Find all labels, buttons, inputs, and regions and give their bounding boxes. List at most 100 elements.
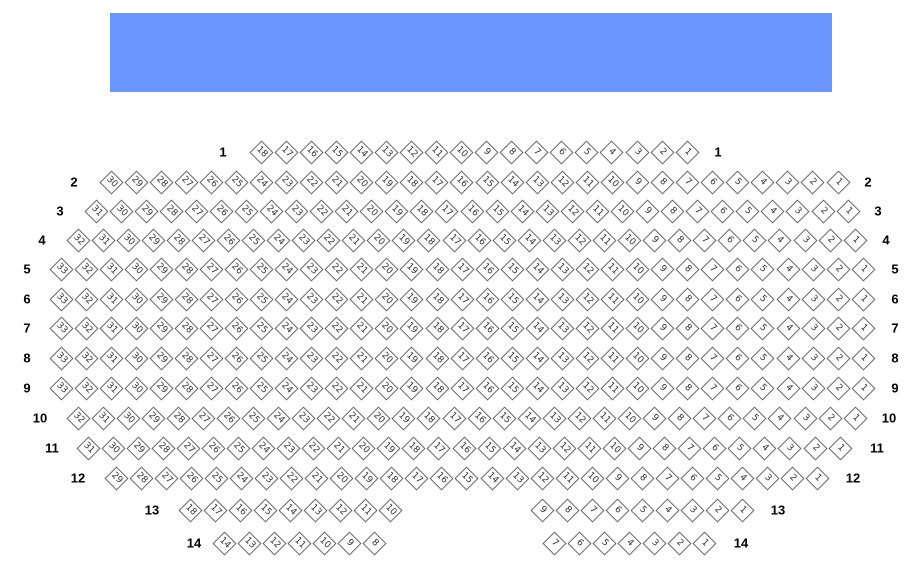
seat[interactable]: 14 <box>510 198 535 224</box>
seat[interactable]: 25 <box>249 345 274 371</box>
seat[interactable]: 28 <box>129 465 154 491</box>
seat[interactable]: 7 <box>655 465 680 491</box>
seat[interactable]: 29 <box>149 256 174 282</box>
seat[interactable]: 14 <box>517 405 542 431</box>
seat[interactable]: 20 <box>359 198 384 224</box>
seat[interactable]: 9 <box>605 465 630 491</box>
seat[interactable]: 21 <box>349 256 374 282</box>
seat[interactable]: 18 <box>248 139 274 165</box>
seat[interactable]: 11 <box>353 497 378 523</box>
seat[interactable]: 24 <box>274 345 299 371</box>
seat[interactable]: 23 <box>291 405 316 431</box>
seat[interactable]: 3 <box>792 227 818 253</box>
seat[interactable]: 3 <box>642 530 667 556</box>
seat[interactable]: 32 <box>65 227 91 253</box>
seat[interactable]: 29 <box>141 405 166 431</box>
seat[interactable]: 6 <box>717 227 742 253</box>
seat[interactable]: 28 <box>174 315 199 341</box>
seat[interactable]: 21 <box>349 345 374 371</box>
seat[interactable]: 2 <box>800 169 825 195</box>
seat[interactable]: 29 <box>149 375 174 401</box>
seat[interactable]: 19 <box>354 465 379 491</box>
seat[interactable]: 1 <box>851 256 876 282</box>
seat[interactable]: 33 <box>48 256 74 282</box>
seat[interactable]: 17 <box>450 256 475 282</box>
seat[interactable]: 28 <box>166 405 191 431</box>
seat[interactable]: 22 <box>301 435 326 461</box>
seat[interactable]: 11 <box>600 345 625 371</box>
seat[interactable]: 28 <box>174 345 199 371</box>
seat[interactable]: 21 <box>326 435 351 461</box>
seat[interactable]: 16 <box>475 286 500 312</box>
seat[interactable]: 29 <box>141 227 166 253</box>
seat[interactable]: 1 <box>805 465 830 491</box>
seat[interactable]: 4 <box>767 227 792 253</box>
seat[interactable]: 18 <box>416 227 441 253</box>
seat[interactable]: 23 <box>299 286 324 312</box>
seat[interactable]: 19 <box>391 405 416 431</box>
seat[interactable]: 1 <box>843 405 868 431</box>
seat[interactable]: 13 <box>550 315 575 341</box>
seat[interactable]: 19 <box>399 315 424 341</box>
seat[interactable]: 9 <box>650 375 675 401</box>
seat[interactable]: 29 <box>149 315 174 341</box>
seat[interactable]: 3 <box>755 465 780 491</box>
seat[interactable]: 6 <box>702 435 727 461</box>
seat[interactable]: 7 <box>700 256 725 282</box>
seat[interactable]: 30 <box>124 315 149 341</box>
seat[interactable]: 15 <box>485 198 510 224</box>
seat[interactable]: 12 <box>530 465 555 491</box>
seat[interactable]: 14 <box>502 435 527 461</box>
seat[interactable]: 9 <box>650 345 675 371</box>
seat[interactable]: 25 <box>234 198 259 224</box>
seat[interactable]: 17 <box>274 139 299 165</box>
seat[interactable]: 8 <box>630 465 655 491</box>
seat[interactable]: 13 <box>525 169 550 195</box>
seat[interactable]: 11 <box>592 405 617 431</box>
seat[interactable]: 24 <box>274 256 299 282</box>
seat[interactable]: 31 <box>99 345 124 371</box>
seat[interactable]: 16 <box>475 375 500 401</box>
seat[interactable]: 16 <box>475 345 500 371</box>
seat[interactable]: 31 <box>91 227 116 253</box>
seat[interactable]: 22 <box>324 345 349 371</box>
seat[interactable]: 10 <box>617 227 642 253</box>
seat[interactable]: 21 <box>304 465 329 491</box>
seat[interactable]: 5 <box>742 405 767 431</box>
seat[interactable]: 3 <box>801 375 826 401</box>
seat[interactable]: 9 <box>650 286 675 312</box>
seat[interactable]: 8 <box>667 227 692 253</box>
seat[interactable]: 22 <box>316 405 341 431</box>
seat[interactable]: 18 <box>401 435 426 461</box>
seat[interactable]: 7 <box>580 497 605 523</box>
seat[interactable]: 17 <box>442 405 467 431</box>
seat[interactable]: 13 <box>550 375 575 401</box>
seat[interactable]: 2 <box>810 198 836 224</box>
seat[interactable]: 28 <box>149 169 174 195</box>
seat[interactable]: 27 <box>199 286 224 312</box>
seat[interactable]: 1 <box>692 530 717 556</box>
seat[interactable]: 10 <box>625 345 650 371</box>
seat[interactable]: 16 <box>452 435 477 461</box>
seat[interactable]: 31 <box>91 405 116 431</box>
seat[interactable]: 32 <box>74 315 99 341</box>
seat[interactable]: 31 <box>99 256 124 282</box>
seat[interactable]: 23 <box>299 375 324 401</box>
seat[interactable]: 5 <box>592 530 617 556</box>
seat[interactable]: 8 <box>652 435 677 461</box>
seat[interactable]: 22 <box>309 198 334 224</box>
seat[interactable]: 10 <box>378 497 403 523</box>
seat[interactable]: 10 <box>449 139 474 165</box>
seat[interactable]: 14 <box>525 315 550 341</box>
seat[interactable]: 30 <box>124 375 149 401</box>
seat[interactable]: 22 <box>279 465 304 491</box>
seat[interactable]: 31 <box>99 315 124 341</box>
seat[interactable]: 29 <box>126 435 151 461</box>
seat[interactable]: 3 <box>801 286 826 312</box>
seat[interactable]: 13 <box>542 405 567 431</box>
seat[interactable]: 27 <box>191 405 216 431</box>
seat[interactable]: 4 <box>775 315 801 341</box>
seat[interactable]: 15 <box>500 315 525 341</box>
seat[interactable]: 3 <box>785 198 810 224</box>
seat[interactable]: 14 <box>500 169 525 195</box>
